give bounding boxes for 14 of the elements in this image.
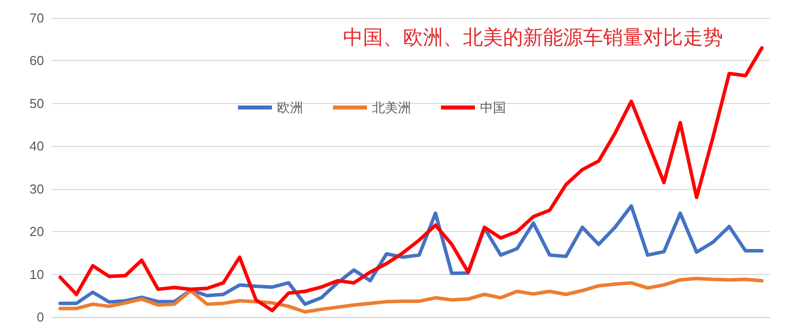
- line-series: [58, 46, 764, 312]
- line-series: [58, 276, 764, 314]
- legend-label: 北美洲: [372, 100, 411, 115]
- y-tick-label: 30: [30, 181, 44, 196]
- y-tick-label: 0: [36, 310, 44, 324]
- y-tick-label: 20: [30, 224, 44, 240]
- y-tick-label: 50: [30, 96, 44, 111]
- y-tick-label: 70: [30, 10, 44, 26]
- legend-label: 中国: [480, 100, 506, 115]
- y-tick-label: 60: [30, 53, 44, 68]
- legend-label: 欧洲: [277, 100, 303, 115]
- y-tick-label: 40: [30, 138, 44, 154]
- y-tick-label: 10: [30, 266, 44, 282]
- chart-title: 中国、欧洲、北美的新能源车销量对比走势: [343, 25, 723, 49]
